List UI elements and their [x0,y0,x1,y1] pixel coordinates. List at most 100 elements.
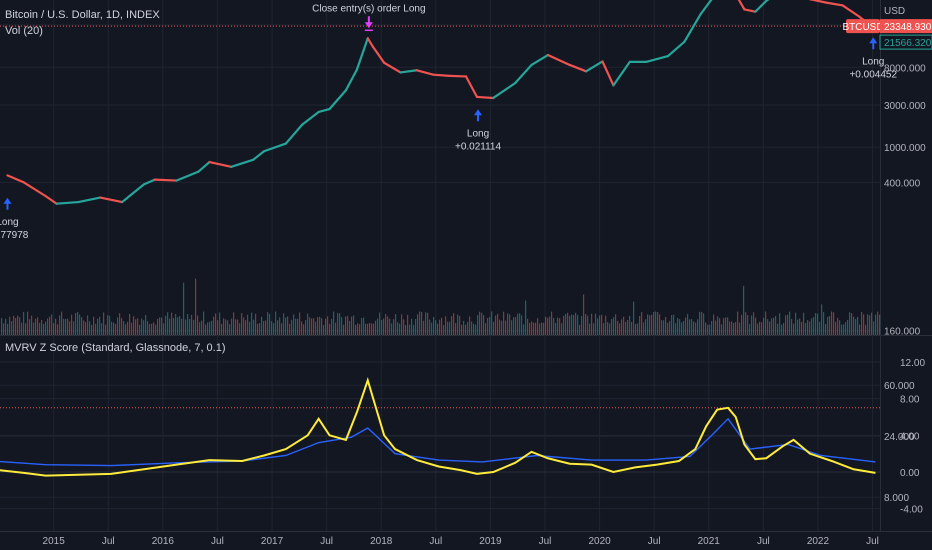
entry-arrow [869,37,878,50]
volume-bar [611,318,613,335]
volume-bar [23,311,25,335]
volume-bar [719,318,721,335]
price-segment [355,37,369,71]
volume-bar [419,311,421,335]
price-segment [699,0,713,16]
volume-bar [497,313,499,335]
volume-bar [187,314,189,335]
x-tick-label: Jul [866,536,879,547]
volume-bar [19,317,21,335]
symbol-title[interactable]: Bitcoin / U.S. Dollar, 1D, INDEX [5,9,160,21]
volume-bar [469,316,471,335]
volume-bar [415,318,417,335]
volume-bar [457,314,459,335]
volume-bar [597,318,599,335]
volume-bar [405,324,407,335]
indicator-title[interactable]: MVRV Z Score (Standard, Glassnode, 7, 0.… [5,342,226,354]
volume-bar [569,315,571,335]
volume-bar [341,317,343,335]
x-tick-label: 2018 [370,536,393,547]
volume-bar [585,313,587,335]
volume-bar [213,316,215,335]
volume-bar [83,320,85,335]
volume-bar [11,321,13,335]
volume-bar [525,300,527,335]
volume-bar [537,318,539,335]
volume-bar [373,323,375,335]
volume-bar [199,322,201,335]
volume-bar [133,316,135,335]
volume-bar [13,315,15,335]
volume-bar [631,321,633,335]
volume-bar [713,314,715,335]
volume-bar [355,324,357,335]
volume-bar [191,314,193,335]
volume-bar [623,316,625,335]
volume-bar [345,316,347,335]
price-segment [585,60,604,73]
mvrv-band-line [0,417,876,467]
volume-bar [125,324,127,335]
entry-label: Long [862,56,884,67]
volume-bar [707,324,709,335]
price-segment [301,110,320,126]
volume-bar [87,315,89,335]
volume-bar [361,318,363,335]
volume-bar [637,323,639,335]
volume-bar [193,319,195,335]
volume-bar [287,316,289,335]
volume-bar [619,323,621,335]
volume-bar [159,317,161,335]
price-tick-label: 1000.000 [884,143,926,154]
volume-bar [513,317,515,335]
volume-bar [61,311,63,335]
volume-bar [687,314,689,335]
x-tick-label: Jul [102,536,115,547]
price-segment [754,0,768,13]
volume-bar [141,318,143,335]
volume-bar [127,321,129,335]
volume-bar [835,321,837,335]
volume-bar [301,321,303,335]
volume-bar [733,323,735,335]
volume-legend[interactable]: Vol (20) [5,25,43,37]
volume-bar [801,321,803,335]
x-tick-label: Jul [429,536,442,547]
volume-bar [317,317,319,335]
volume-bar [421,311,423,335]
volume-bar [309,317,311,335]
volume-bar [681,322,683,335]
volume-bar [795,312,797,335]
volume-bar [505,320,507,335]
volume-bar [117,317,119,335]
volume-bar [455,323,457,335]
volume-bar [371,323,373,335]
volume-bar [759,321,761,335]
volume-bar [495,315,497,335]
x-tick-label: 2022 [807,536,830,547]
volume-bar [71,314,73,335]
price-segment [175,170,200,182]
volume-bar [453,313,455,335]
volume-bar [565,313,567,335]
secondary-price-value: 21566.320 [884,38,932,49]
volume-bar [267,312,269,335]
price-segment [645,54,670,64]
volume-bar [367,323,369,335]
volume-bar [665,317,667,335]
volume-bar [233,312,235,335]
volume-bar [229,324,231,335]
price-segment [383,61,402,74]
volume-bar [833,312,835,335]
volume-bar [501,320,503,335]
price-segment [514,63,533,85]
x-tick-label: 2017 [261,536,284,547]
price-segment [809,0,828,4]
volume-bar [41,320,43,335]
volume-bar [685,317,687,335]
volume-bar [39,322,41,335]
volume-bar [729,321,731,335]
volume-bar [857,316,859,335]
entry-label: Long [0,217,19,228]
